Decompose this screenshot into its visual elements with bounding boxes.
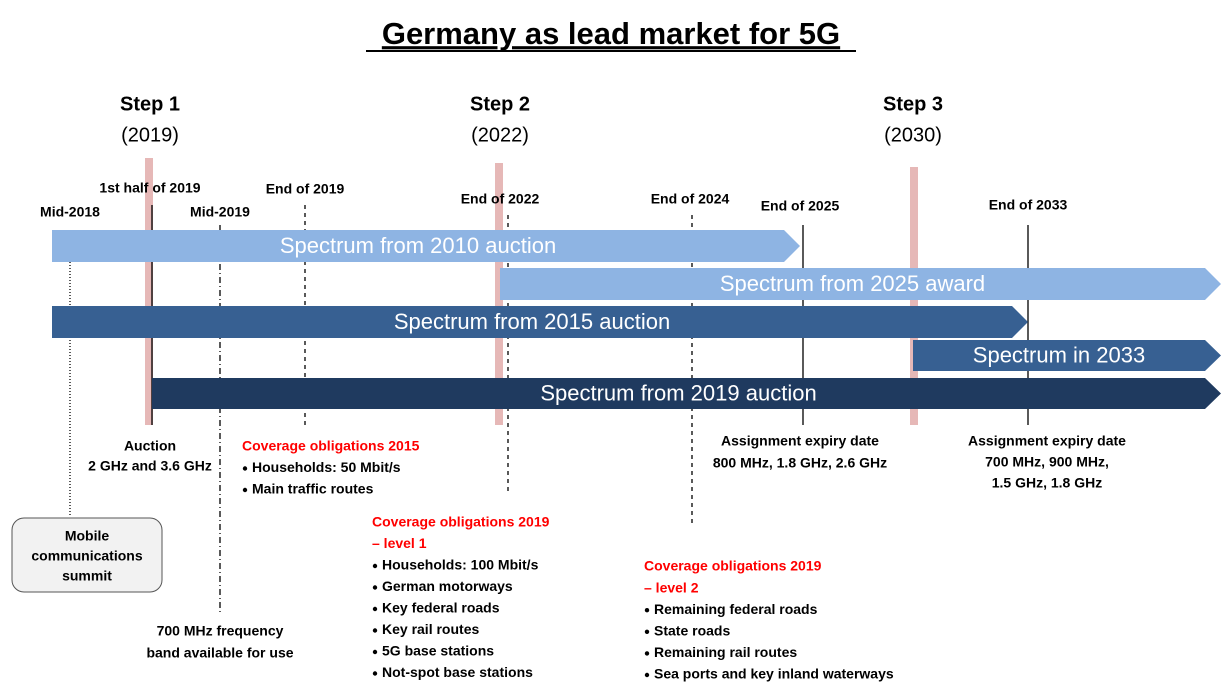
step-year: (2022): [471, 124, 529, 146]
coverage-item: Remaining rail routes: [654, 644, 797, 660]
coverage-heading: – level 2: [644, 579, 699, 595]
date-label: End of 2025: [761, 198, 840, 214]
band-note: band available for use: [146, 645, 293, 661]
date-label: End of 2033: [989, 197, 1068, 213]
step-year: (2030): [884, 124, 942, 146]
bullet: [644, 672, 650, 678]
coverage-item: State roads: [654, 623, 730, 639]
expiry-note: 1.5 GHz, 1.8 GHz: [992, 475, 1102, 491]
expiry-note: 700 MHz, 900 MHz,: [985, 454, 1109, 470]
step-bar: [495, 163, 503, 425]
spectrum-arrow: [913, 340, 1221, 371]
arrow-label: Spectrum from 2010 auction: [280, 233, 556, 258]
step-label: Step 3: [883, 93, 943, 115]
coverage-heading: – level 1: [372, 535, 427, 551]
date-label: End of 2019: [266, 181, 345, 197]
arrow-label: Spectrum from 2025 award: [720, 271, 985, 296]
summit-text: communications: [31, 548, 142, 564]
coverage-item: Not-spot base stations: [382, 664, 533, 680]
step-year: (2019): [121, 124, 179, 146]
bullet: [372, 563, 378, 569]
coverage-heading: Coverage obligations 2015: [242, 438, 420, 454]
summit-text: Mobile: [65, 528, 110, 544]
coverage-item: 5G base stations: [382, 643, 494, 659]
coverage-item: Main traffic routes: [252, 481, 374, 497]
date-label: End of 2024: [651, 191, 730, 207]
title: Germany as lead market for 5G: [382, 16, 840, 51]
spectrum-arrow: [500, 268, 1221, 300]
coverage-heading: Coverage obligations 2019: [644, 558, 822, 574]
coverage-heading: Coverage obligations 2019: [372, 514, 550, 530]
auction-note: Auction: [124, 438, 176, 454]
spectrum-arrow: [152, 378, 1221, 409]
auction-note: 2 GHz and 3.6 GHz: [88, 458, 212, 474]
summit-text: summit: [62, 568, 112, 584]
coverage-item: Key federal roads: [382, 600, 500, 616]
coverage-item: Key rail routes: [382, 621, 479, 637]
bullet: [242, 487, 248, 493]
expiry-note: Assignment expiry date: [721, 433, 879, 449]
coverage-item: Households: 50 Mbit/s: [252, 459, 401, 475]
bullet: [644, 629, 650, 634]
expiry-note: Assignment expiry date: [968, 433, 1126, 449]
coverage-item: Households: 100 Mbit/s: [382, 557, 539, 573]
bullet: [644, 608, 650, 613]
date-label: 1st half of 2019: [99, 180, 200, 196]
coverage-item: Sea ports and key inland waterways: [654, 666, 894, 682]
bullet: [644, 651, 650, 656]
step-label: Step 2: [470, 93, 530, 115]
bullet: [372, 628, 378, 633]
date-label: Mid-2019: [190, 204, 250, 220]
date-label: Mid-2018: [40, 204, 100, 220]
arrow-label: Spectrum in 2033: [973, 342, 1145, 367]
arrow-label: Spectrum from 2015 auction: [394, 309, 670, 334]
arrow-label: Spectrum from 2019 auction: [540, 380, 816, 405]
coverage-item: Remaining federal roads: [654, 601, 818, 617]
bullet: [372, 606, 378, 612]
expiry-note: 800 MHz, 1.8 GHz, 2.6 GHz: [713, 455, 887, 471]
bullet: [372, 585, 378, 590]
bullet: [372, 649, 378, 655]
spectrum-arrow: [52, 306, 1028, 338]
step-label: Step 1: [120, 93, 180, 115]
date-label: End of 2022: [461, 191, 540, 207]
bullet: [242, 466, 248, 471]
coverage-item: German motorways: [382, 578, 513, 594]
spectrum-arrow: [52, 230, 800, 262]
summit-box: [11, 517, 163, 593]
band-note: 700 MHz frequency: [157, 623, 284, 639]
step-bar: [145, 158, 153, 425]
bullet: [372, 671, 378, 676]
